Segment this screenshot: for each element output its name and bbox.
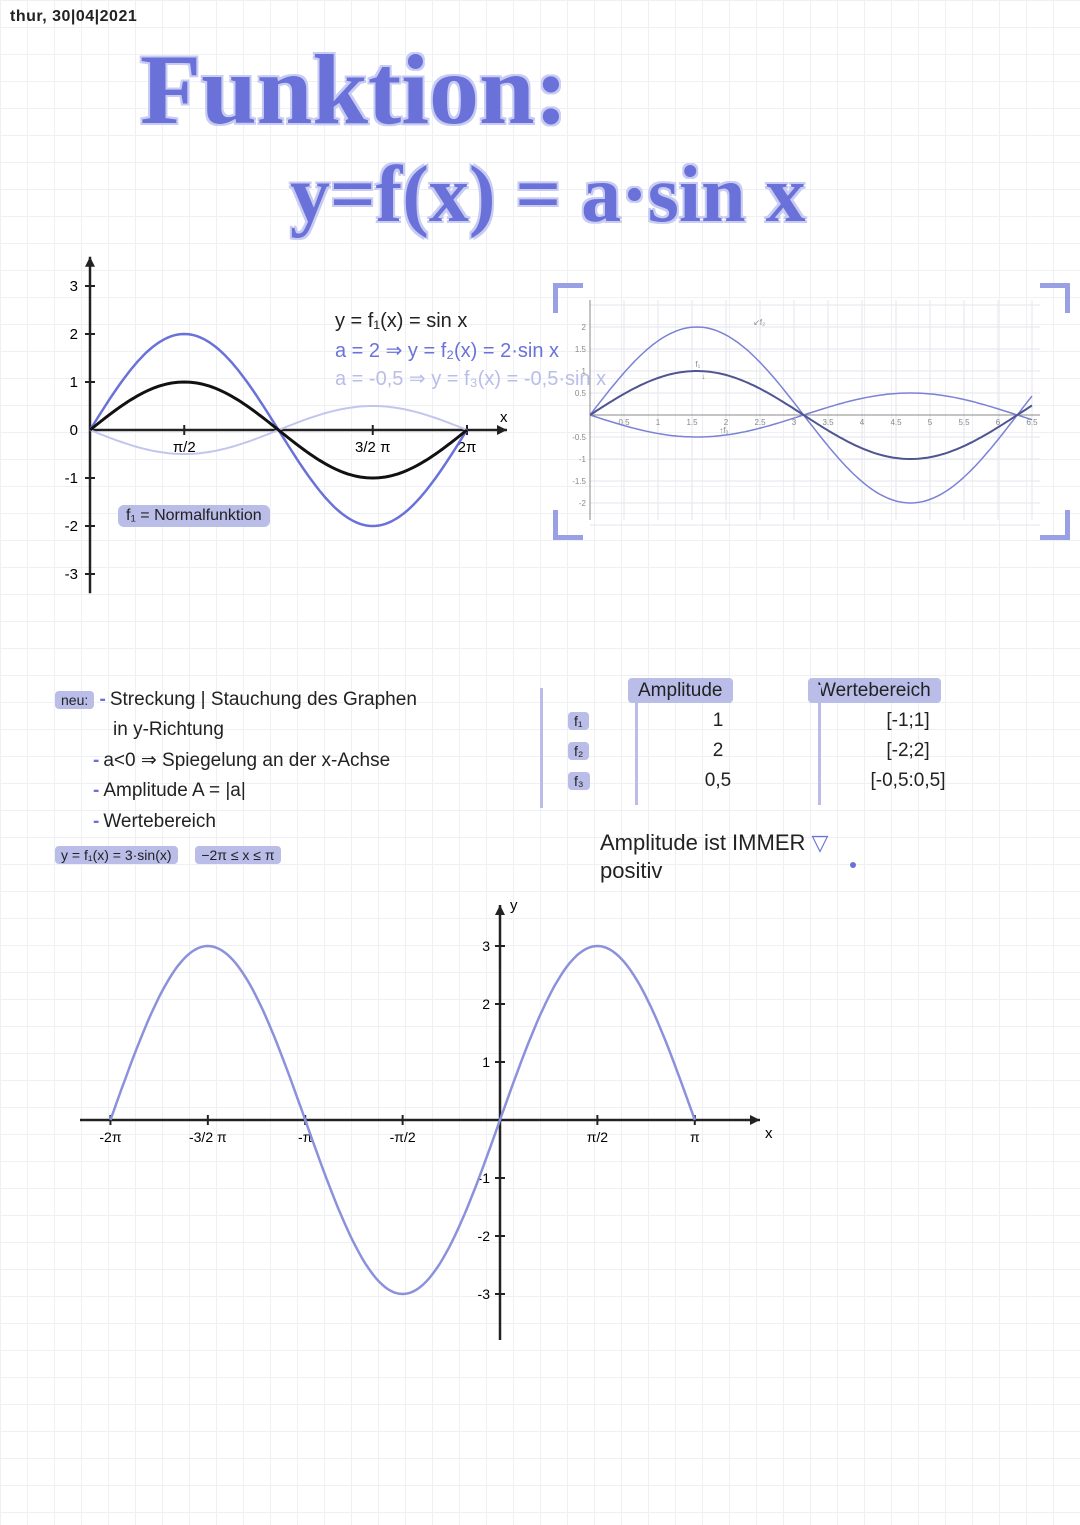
date-text: thur, 30|04|2021 — [10, 8, 137, 26]
chart1-normal-badge: f₁ = Normalfunktion — [118, 505, 270, 527]
svg-text:2: 2 — [70, 326, 78, 343]
chart1-eq-f1: y = f₁(x) = sin x — [335, 310, 467, 333]
svg-text:-3/2 π: -3/2 π — [189, 1129, 227, 1145]
svg-text:1: 1 — [70, 374, 78, 391]
table-row-amp: 1 — [628, 710, 808, 732]
amplitude-note-line1: Amplitude ist IMMER ▽ — [600, 830, 828, 856]
svg-text:f₁: f₁ — [695, 360, 700, 369]
svg-text:5: 5 — [928, 418, 933, 427]
table-header-amp: Amplitude — [628, 678, 733, 703]
svg-text:1: 1 — [482, 1054, 490, 1070]
svg-text:-2π: -2π — [99, 1129, 121, 1145]
svg-text:3: 3 — [482, 938, 490, 954]
chart1-eq-f3: a = -0,5 ⇒ y = f₃(x) = -0,5·sin x — [335, 366, 606, 391]
notes-line-d: Wertebereich — [103, 811, 216, 832]
svg-text:2: 2 — [582, 323, 587, 332]
notes-line-b: a<0 ⇒ Spiegelung an der x-Achse — [103, 750, 390, 771]
chart3-big-sine: yx-3-2-1123-2π-3/2 π-π-π/2π/2π — [60, 880, 800, 1360]
svg-text:3: 3 — [70, 278, 78, 295]
svg-text:-2: -2 — [65, 518, 78, 535]
notes-line-a2: in y-Richtung — [113, 719, 224, 740]
table-row-range: [-1;1] — [808, 710, 1008, 732]
svg-text:5.5: 5.5 — [958, 418, 970, 427]
table-vsep2 — [818, 685, 821, 805]
svg-text:-π/2: -π/2 — [390, 1129, 416, 1145]
down-triangle-icon: ▽ — [812, 830, 829, 855]
svg-text:-0.5: -0.5 — [572, 433, 586, 442]
table-row-name: f₃ — [568, 772, 590, 790]
table-header-range: Wertebereich — [808, 678, 941, 703]
table-row-name: f₂ — [568, 742, 589, 760]
dot-icon — [850, 862, 856, 868]
page-title-line1: Funktion: — [140, 40, 1040, 140]
svg-text:1: 1 — [582, 367, 587, 376]
svg-text:4: 4 — [860, 418, 865, 427]
svg-text:x: x — [765, 1125, 773, 1142]
svg-text:2.5: 2.5 — [754, 418, 766, 427]
svg-text:↙f₂: ↙f₂ — [753, 318, 765, 327]
table-row-range: [-0,5:0,5] — [808, 770, 1008, 792]
notes-heading: neu: — [55, 691, 94, 709]
svg-text:4.5: 4.5 — [890, 418, 902, 427]
table-row-name: f₁ — [568, 712, 589, 730]
table-row-range: [-2;2] — [808, 740, 1008, 762]
table-row-amp: 2 — [628, 740, 808, 762]
svg-text:↓: ↓ — [701, 372, 705, 381]
svg-text:6.5: 6.5 — [1026, 418, 1038, 427]
chart2-mini-sine: 0.511.522.533.544.555.566.5-2-1.5-1-0.50… — [570, 295, 1050, 525]
svg-text:π: π — [690, 1129, 700, 1145]
svg-text:-2: -2 — [579, 499, 587, 508]
notes-vsep — [540, 688, 543, 808]
svg-text:x: x — [500, 409, 508, 426]
table-vsep1 — [635, 685, 638, 805]
svg-text:-1: -1 — [65, 470, 78, 487]
svg-text:-3: -3 — [478, 1286, 491, 1302]
chart1-eq-f2: a = 2 ⇒ y = f₂(x) = 2·sin x — [335, 338, 559, 363]
svg-text:-2: -2 — [478, 1228, 491, 1244]
svg-text:3.5: 3.5 — [822, 418, 834, 427]
svg-text:-3: -3 — [65, 566, 78, 583]
svg-text:2: 2 — [482, 996, 490, 1012]
notes-line-a: Streckung | Stauchung des Graphen — [110, 689, 417, 710]
page-title-line2: y=f(x) = a·sin x — [290, 150, 1080, 241]
svg-text:1.5: 1.5 — [575, 345, 587, 354]
svg-text:1: 1 — [656, 418, 661, 427]
chart3-eq-badge: y = f₁(x) = 3·sin(x) — [55, 846, 178, 864]
svg-text:1.5: 1.5 — [686, 418, 698, 427]
table-row-amp: 0,5 — [628, 770, 808, 792]
svg-text:0: 0 — [70, 422, 78, 439]
svg-text:π/2: π/2 — [587, 1129, 609, 1145]
svg-text:0.5: 0.5 — [575, 389, 587, 398]
svg-text:3/2 π: 3/2 π — [355, 439, 390, 456]
svg-text:-1: -1 — [579, 455, 587, 464]
notes-block: neu: -Streckung | Stauchung des Graphen … — [55, 685, 535, 837]
svg-text:↑f₃: ↑f₃ — [719, 426, 728, 435]
chart3-domain-badge: −2π ≤ x ≤ π — [195, 846, 280, 864]
notes-line-c: Amplitude A = |a| — [103, 780, 245, 801]
svg-text:-1.5: -1.5 — [572, 477, 586, 486]
svg-text:y: y — [510, 897, 518, 914]
